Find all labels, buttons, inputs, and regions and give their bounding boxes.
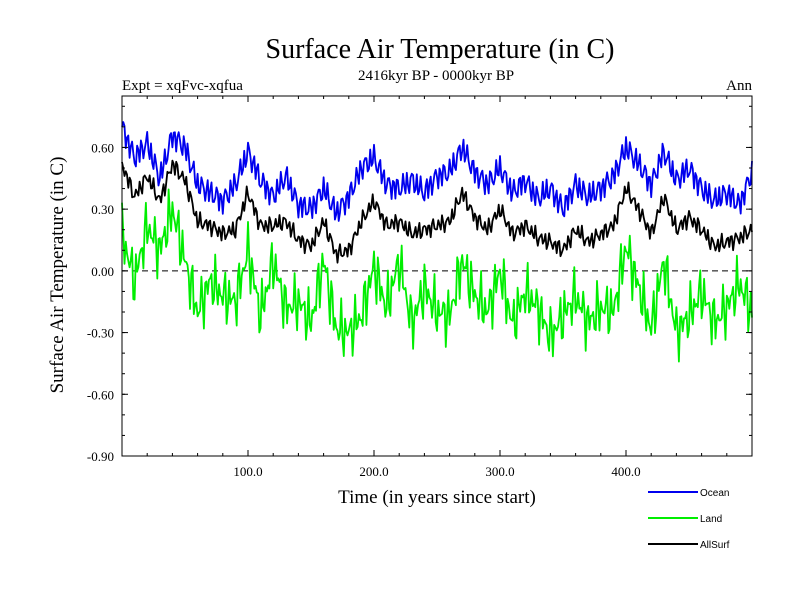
y-tick-label: 0.60 bbox=[91, 140, 114, 155]
experiment-label: Expt = xqFvc-xqfua bbox=[122, 78, 243, 94]
series-line-ocean bbox=[121, 121, 753, 222]
x-tick-label: 100.0 bbox=[233, 464, 262, 479]
plot-frame bbox=[121, 95, 753, 457]
series-line-land bbox=[121, 188, 753, 363]
y-tick-label: -0.90 bbox=[87, 449, 114, 464]
series-line-allsurf bbox=[121, 159, 753, 264]
y-axis-label: Surface Air Temperature (in C) bbox=[47, 157, 68, 394]
legend: Ocean Land AllSurf bbox=[648, 488, 730, 551]
chart-title: Surface Air Temperature (in C) bbox=[266, 34, 615, 65]
y-tick-label: 0.30 bbox=[91, 202, 114, 217]
legend-label-land: Land bbox=[700, 514, 722, 525]
x-axis-label: Time (in years since start) bbox=[338, 487, 536, 508]
y-tick-label: -0.30 bbox=[87, 326, 114, 341]
legend-label-ocean: Ocean bbox=[700, 488, 729, 499]
season-label: Ann bbox=[726, 78, 752, 94]
legend-label-allsurf: AllSurf bbox=[700, 540, 730, 551]
y-tick-label: 0.00 bbox=[91, 264, 114, 279]
x-tick-label: 200.0 bbox=[359, 464, 388, 479]
y-tick-label: -0.60 bbox=[87, 387, 114, 402]
chart-subtitle: 2416kyr BP - 0000kyr BP bbox=[358, 68, 514, 84]
x-tick-label: 400.0 bbox=[611, 464, 640, 479]
x-tick-label: 300.0 bbox=[485, 464, 514, 479]
plot-area: -0.90 -0.60 -0.30 0.00 0.30 0.60 100.0 200.0 300… bbox=[87, 95, 753, 479]
